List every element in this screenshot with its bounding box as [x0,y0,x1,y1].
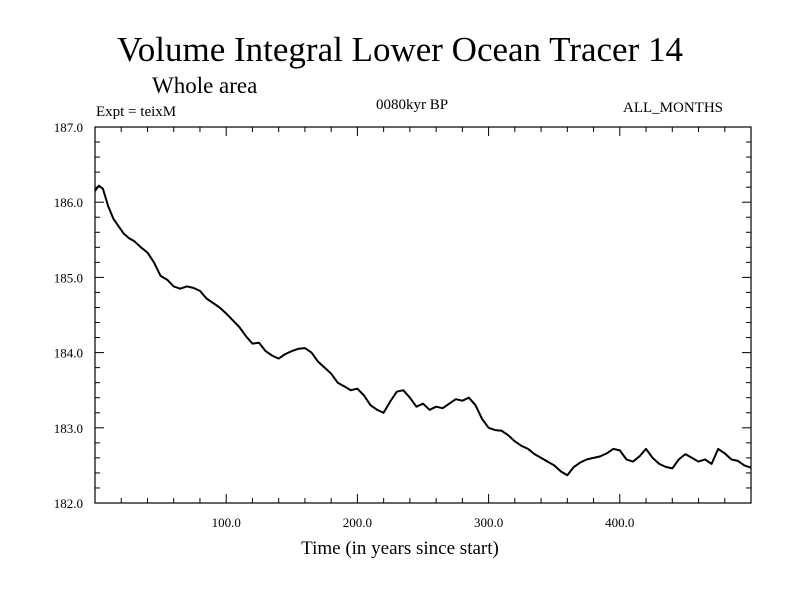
chart-title: Volume Integral Lower Ocean Tracer 14 [117,30,683,69]
experiment-label: Expt = teixM [96,104,177,120]
axis-ticks [95,127,751,503]
y-tick-label: 187.0 [54,120,83,135]
y-tick-label: 185.0 [54,270,83,285]
y-tick-label: 182.0 [54,496,83,511]
y-tick-label: 183.0 [54,421,83,436]
plot-frame [94,126,752,504]
x-tick-label: 200.0 [343,515,372,530]
x-tick-label: 300.0 [474,515,503,530]
x-tick-label: 100.0 [212,515,241,530]
x-axis-label: Time (in years since start) [301,538,499,559]
months-label: ALL_MONTHS [623,100,723,116]
axis-tick-labels: 100.0 200.0 300.0 400.0 182.0 183.0 184.0 185.0… [54,120,635,530]
chart-subtitle: Whole area [152,73,258,98]
y-tick-label: 186.0 [54,195,83,210]
series-line [94,184,752,477]
y-tick-label: 184.0 [54,346,83,361]
period-label: 0080kyr BP [376,97,449,113]
x-tick-label: 400.0 [605,515,634,530]
